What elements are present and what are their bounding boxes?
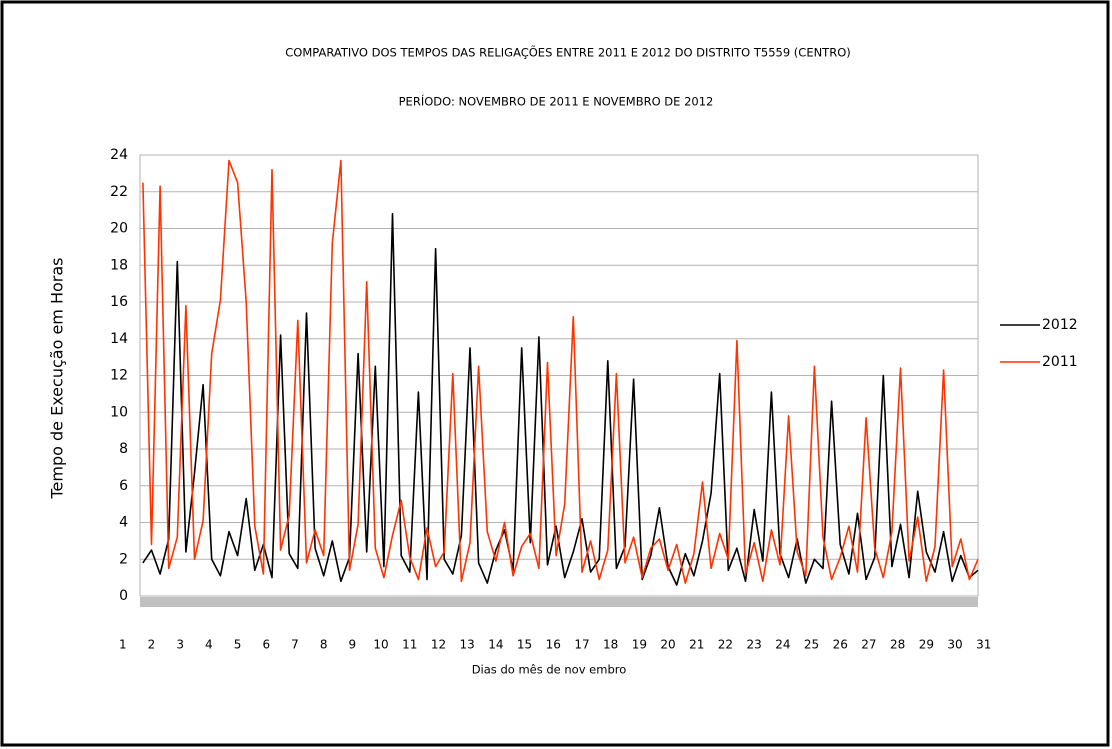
- x-tick-label: 11: [402, 638, 417, 652]
- legend-label: 2011: [1042, 354, 1078, 370]
- axis-band: [140, 597, 978, 607]
- x-tick-label: 8: [320, 638, 328, 652]
- x-tick-label: 6: [262, 638, 270, 652]
- data-line: [142, 213, 979, 586]
- x-tick-label: 10: [373, 638, 388, 652]
- x-tick-label: 13: [460, 638, 475, 652]
- y-tick-label: 16: [110, 294, 128, 310]
- x-tick-label: 4: [205, 638, 213, 652]
- y-tick-label: 12: [110, 368, 128, 384]
- y-tick-label: 10: [110, 404, 128, 420]
- y-tick-label: 4: [119, 515, 128, 531]
- x-tick-label: 18: [603, 638, 618, 652]
- y-tick-label: 20: [110, 221, 128, 237]
- x-tick-label: 31: [976, 638, 991, 652]
- legend-label: 2012: [1042, 317, 1078, 333]
- x-tick-label: 29: [919, 638, 934, 652]
- y-axis-label: Tempo de Execução em Horas: [48, 258, 67, 500]
- x-tick-label: 1: [119, 638, 127, 652]
- x-axis-label: Dias do mês de nov embro: [472, 663, 627, 677]
- x-tick-label: 17: [574, 638, 589, 652]
- data-line: [142, 159, 979, 584]
- x-tick-label: 21: [689, 638, 704, 652]
- x-tick-label: 7: [291, 638, 299, 652]
- x-tick-label: 26: [833, 638, 848, 652]
- y-tick-label: 0: [119, 588, 128, 604]
- x-tick-label: 22: [718, 638, 733, 652]
- x-tick-label: 2: [148, 638, 156, 652]
- x-tick-label: 16: [546, 638, 561, 652]
- x-tick-label: 27: [861, 638, 876, 652]
- x-tick-label: 24: [775, 638, 790, 652]
- chart-title: COMPARATIVO DOS TEMPOS DAS RELIGAÇÕES EN…: [285, 45, 851, 60]
- x-tick-label: 19: [632, 638, 647, 652]
- x-tick-label: 28: [890, 638, 905, 652]
- x-tick-label: 14: [488, 638, 503, 652]
- x-tick-label: 9: [349, 638, 357, 652]
- y-tick-label: 18: [110, 257, 128, 273]
- x-tick-label: 20: [660, 638, 675, 652]
- y-tick-label: 24: [110, 147, 128, 163]
- y-tick-label: 2: [119, 551, 128, 567]
- y-tick-label: 22: [110, 184, 128, 200]
- x-tick-label: 25: [804, 638, 819, 652]
- x-tick-label: 30: [947, 638, 962, 652]
- x-tick-label: 5: [234, 638, 242, 652]
- y-tick-label: 8: [119, 441, 128, 457]
- y-tick-label: 14: [110, 331, 128, 347]
- x-tick-label: 12: [431, 638, 446, 652]
- x-tick-label: 3: [176, 638, 184, 652]
- y-tick-label: 6: [119, 478, 128, 494]
- chart-subtitle: PERÍODO: NOVEMBRO DE 2011 E NOVEMBRO DE …: [399, 94, 714, 109]
- x-tick-label: 23: [747, 638, 762, 652]
- x-tick-label: 15: [517, 638, 532, 652]
